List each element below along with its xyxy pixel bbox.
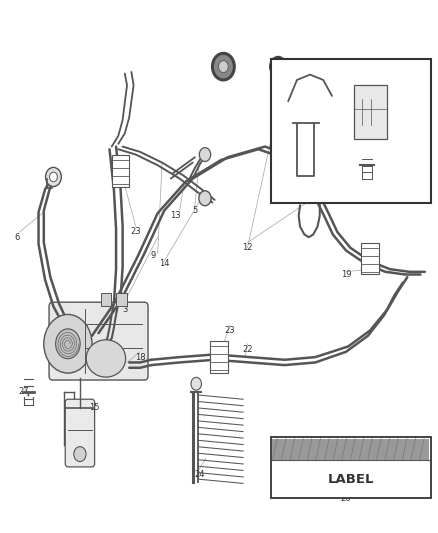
- Circle shape: [56, 329, 80, 359]
- Text: 5: 5: [192, 206, 198, 215]
- Bar: [112, 155, 129, 187]
- Text: 28: 28: [365, 145, 375, 154]
- Text: 12: 12: [242, 244, 253, 252]
- Circle shape: [219, 61, 228, 72]
- Circle shape: [270, 57, 286, 76]
- Text: 15: 15: [89, 403, 99, 412]
- Bar: [271, 437, 431, 498]
- Circle shape: [44, 314, 92, 373]
- Bar: [116, 293, 127, 306]
- Ellipse shape: [86, 340, 126, 377]
- Circle shape: [74, 447, 86, 462]
- FancyBboxPatch shape: [65, 399, 95, 467]
- Text: 29: 29: [273, 68, 283, 76]
- Bar: [101, 293, 111, 306]
- Text: 19: 19: [341, 270, 351, 279]
- Bar: [271, 59, 431, 203]
- Bar: [272, 439, 429, 461]
- Bar: [354, 85, 387, 139]
- Text: 18: 18: [135, 353, 145, 361]
- Text: 9: 9: [151, 252, 156, 260]
- Circle shape: [49, 172, 57, 182]
- Text: 25: 25: [376, 65, 386, 74]
- Circle shape: [199, 148, 211, 161]
- Circle shape: [199, 191, 211, 206]
- Text: 23: 23: [369, 252, 380, 260]
- Text: 6: 6: [15, 233, 20, 241]
- Bar: [361, 243, 379, 274]
- Text: 27: 27: [19, 387, 29, 396]
- Circle shape: [275, 62, 282, 71]
- Text: 23: 23: [131, 228, 141, 236]
- Text: 26: 26: [341, 494, 351, 503]
- Text: 14: 14: [159, 260, 170, 268]
- FancyBboxPatch shape: [49, 302, 148, 380]
- Text: 23: 23: [225, 326, 235, 335]
- Circle shape: [212, 53, 234, 80]
- Bar: [210, 341, 228, 373]
- Text: 24: 24: [194, 470, 205, 479]
- Text: 13: 13: [170, 212, 180, 220]
- Circle shape: [46, 167, 61, 187]
- Text: 4: 4: [214, 68, 219, 76]
- Text: 3: 3: [122, 305, 127, 313]
- Text: LABEL: LABEL: [327, 473, 374, 487]
- Text: 22: 22: [242, 345, 253, 353]
- Circle shape: [191, 377, 201, 390]
